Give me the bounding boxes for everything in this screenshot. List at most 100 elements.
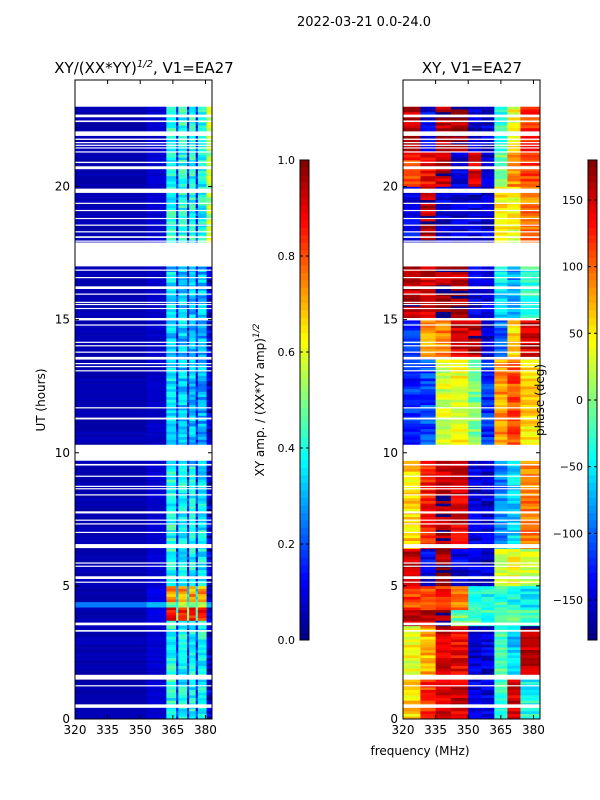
- heatmap-cell: [481, 332, 495, 336]
- heatmap-cell: [494, 367, 508, 371]
- heatmap-cell: [481, 649, 495, 653]
- heatmap-cell: [481, 506, 495, 509]
- heatmap-cell: [494, 388, 508, 392]
- heatmap-cell: [176, 615, 179, 619]
- heatmap-cell: [195, 665, 199, 669]
- heatmap-cell: [176, 476, 179, 480]
- colorbar-segment: [588, 490, 597, 498]
- heatmap-cell: [206, 577, 213, 581]
- heatmap-cell: [468, 332, 482, 336]
- heatmap-cell: [403, 383, 421, 387]
- heatmap-cell: [481, 306, 495, 310]
- heatmap-cell: [166, 274, 177, 278]
- heatmap-cell: [435, 527, 452, 531]
- heatmap-cell: [197, 215, 207, 219]
- heatmap-cell: [195, 567, 199, 571]
- heatmap-cell: [166, 679, 177, 683]
- heatmap-cell: [494, 607, 508, 611]
- heatmap-cell: [468, 708, 482, 712]
- heatmap-cell: [189, 178, 196, 182]
- heatmap-cell: [197, 436, 207, 440]
- heatmap-cell: [146, 585, 167, 589]
- heatmap-cell: [403, 601, 421, 605]
- heatmap-cell: [507, 548, 521, 552]
- heatmap-cell: [189, 221, 196, 225]
- heatmap-cell: [481, 436, 495, 440]
- heatmap-cell: [178, 375, 188, 379]
- heatmap-cell: [403, 657, 421, 661]
- heatmap-cell: [195, 229, 199, 233]
- heatmap-cell: [186, 599, 190, 603]
- heatmap-cell: [146, 559, 167, 563]
- heatmap-cell: [178, 279, 188, 283]
- heatmap-cell: [494, 657, 508, 661]
- flagged-interval: [403, 144, 540, 146]
- heatmap-cell: [178, 117, 188, 121]
- heatmap-cell: [494, 490, 508, 493]
- heatmap-cell: [197, 641, 207, 645]
- heatmap-cell: [403, 221, 421, 225]
- heatmap-cell: [189, 106, 196, 110]
- heatmap-cell: [520, 498, 541, 501]
- heatmap-cell: [178, 162, 188, 166]
- heatmap-cell: [195, 367, 199, 371]
- heatmap-cell: [166, 346, 177, 350]
- heatmap-cell: [186, 221, 190, 225]
- heatmap-cell: [176, 474, 179, 478]
- heatmap-cell: [195, 620, 199, 624]
- heatmap-cell: [206, 135, 213, 139]
- heatmap-cell: [178, 271, 188, 275]
- heatmap-cell: [146, 229, 167, 233]
- heatmap-cell: [176, 695, 179, 698]
- heatmap-cell: [403, 540, 421, 544]
- heatmap-cell: [435, 559, 452, 563]
- heatmap-cell: [507, 527, 521, 531]
- heatmap-cell: [206, 713, 213, 717]
- heatmap-cell: [468, 687, 482, 691]
- heatmap-cell: [468, 519, 482, 523]
- heatmap-cell: [435, 668, 452, 672]
- heatmap-cell: [468, 625, 482, 629]
- heatmap-cell: [403, 553, 421, 557]
- colorbar-segment: [588, 580, 597, 588]
- heatmap-cell: [195, 109, 199, 113]
- flagged-interval: [75, 240, 212, 242]
- heatmap-cell: [186, 277, 190, 280]
- heatmap-cell: [420, 439, 436, 443]
- heatmap-cell: [166, 620, 177, 624]
- heatmap-cell: [403, 436, 421, 440]
- heatmap-cell: [507, 529, 521, 533]
- heatmap-cell: [403, 708, 421, 712]
- heatmap-cell: [178, 354, 188, 358]
- heatmap-cell: [403, 367, 421, 371]
- heatmap-cell: [195, 572, 199, 576]
- heatmap-cell: [435, 149, 452, 153]
- heatmap-cell: [403, 343, 421, 347]
- heatmap-cell: [403, 617, 421, 621]
- heatmap-cell: [494, 332, 508, 336]
- heatmap-cell: [206, 617, 213, 621]
- heatmap-cell: [75, 636, 148, 640]
- heatmap-cell: [435, 298, 452, 302]
- heatmap-cell: [197, 298, 207, 302]
- heatmap-cell: [468, 649, 482, 653]
- heatmap-cell: [75, 577, 148, 581]
- heatmap-cell: [195, 628, 199, 632]
- heatmap-cell: [186, 495, 190, 499]
- heatmap-cell: [197, 628, 207, 632]
- heatmap-cell: [507, 612, 521, 616]
- heatmap-cell: [520, 490, 541, 493]
- heatmap-cell: [146, 612, 167, 616]
- flagged-interval: [75, 277, 212, 279]
- heatmap-cell: [494, 527, 508, 531]
- heatmap-cell: [494, 671, 508, 675]
- heatmap-cell: [75, 439, 148, 443]
- heatmap-cell: [450, 271, 469, 275]
- heatmap-cell: [450, 135, 469, 139]
- heatmap-cell: [450, 279, 469, 283]
- heatmap-cell: [520, 660, 541, 664]
- heatmap-cell: [450, 111, 469, 115]
- heatmap-cell: [75, 199, 148, 203]
- heatmap-cell: [197, 527, 207, 531]
- heatmap-cell: [520, 367, 541, 371]
